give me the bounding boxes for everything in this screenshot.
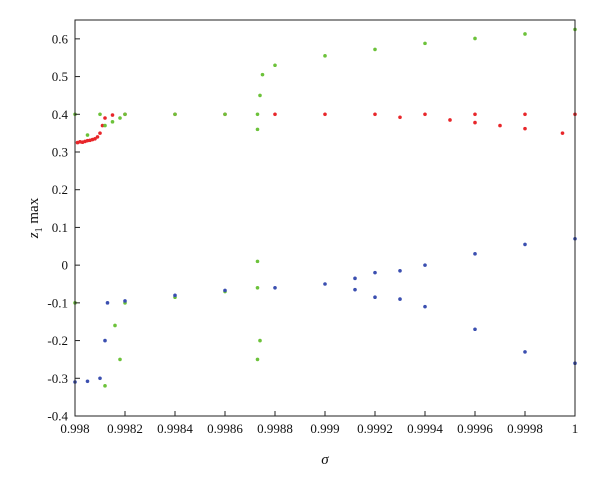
data-point — [223, 112, 227, 117]
data-point — [123, 112, 127, 117]
data-point — [105, 301, 110, 305]
x-tick-label: 0.9992 — [357, 421, 393, 436]
x-tick-label: 0.9982 — [107, 421, 143, 436]
data-point — [323, 282, 327, 286]
y-tick-label: 0 — [62, 258, 69, 273]
data-point — [423, 41, 427, 46]
data-point — [273, 112, 277, 117]
data-point — [523, 112, 527, 117]
data-point — [98, 131, 102, 135]
data-point — [173, 293, 177, 298]
data-point — [110, 113, 115, 117]
x-tick-label: 0.9986 — [207, 421, 243, 436]
y-tick-label: 0.5 — [52, 69, 68, 84]
x-tick-label: 0.9998 — [507, 421, 543, 436]
data-point — [118, 116, 122, 120]
data-point — [398, 115, 402, 120]
y-axis-suffix: max — [26, 197, 42, 227]
y-tick-label: 0.4 — [52, 107, 69, 122]
data-point — [255, 127, 260, 132]
series-layer — [73, 27, 577, 388]
data-point — [98, 376, 102, 381]
data-point — [85, 379, 90, 384]
data-point — [255, 259, 260, 264]
data-point — [353, 287, 357, 292]
data-point — [103, 384, 107, 388]
data-point — [423, 263, 427, 267]
data-point — [85, 133, 90, 137]
data-point — [95, 135, 100, 139]
data-point — [110, 120, 115, 124]
x-tick-label: 1 — [572, 421, 579, 436]
data-point — [373, 295, 377, 300]
data-point — [423, 304, 427, 309]
x-tick-label: 0.9988 — [257, 421, 293, 436]
x-tick-label: 0.998 — [60, 421, 89, 436]
x-tick-label: 0.9994 — [407, 421, 443, 436]
y-axis-variable: z — [26, 232, 42, 239]
data-point — [258, 338, 262, 343]
x-tick-label: 0.9996 — [457, 421, 493, 436]
data-point — [173, 112, 177, 117]
data-point — [560, 131, 565, 135]
plot-frame — [74, 19, 576, 417]
series-1 — [73, 27, 577, 388]
axes-layer — [74, 19, 576, 417]
data-point — [123, 299, 127, 303]
data-point — [98, 112, 102, 117]
data-point — [473, 120, 477, 125]
data-point — [255, 357, 260, 362]
y-axis-title: z1 max — [26, 197, 45, 239]
y-tick-label: 0.6 — [52, 31, 69, 46]
data-point — [103, 123, 107, 128]
data-point — [473, 252, 477, 256]
data-point — [103, 338, 107, 343]
series-2 — [73, 236, 577, 384]
data-point — [473, 36, 477, 41]
data-point — [260, 72, 265, 77]
data-point — [100, 123, 105, 128]
x-tick-label: 0.9984 — [157, 421, 193, 436]
data-point — [113, 323, 117, 328]
data-point — [398, 269, 402, 273]
data-point — [473, 327, 477, 332]
y-tick-label: 0.3 — [52, 145, 68, 160]
y-tick-label: -0.4 — [47, 409, 68, 424]
y-tick-label: -0.2 — [47, 333, 68, 348]
data-point — [118, 357, 122, 362]
data-point — [323, 112, 327, 117]
y-tick-label: -0.3 — [47, 371, 68, 386]
data-point — [448, 118, 452, 122]
data-point — [273, 63, 277, 68]
data-point — [258, 93, 262, 98]
y-axis-subscript: 1 — [34, 227, 45, 232]
x-axis-title: σ — [321, 452, 329, 468]
data-point — [523, 126, 527, 131]
y-tick-label: 0.1 — [52, 220, 68, 235]
data-point — [255, 112, 260, 117]
data-point — [523, 350, 527, 354]
data-point — [373, 47, 377, 52]
data-point — [273, 285, 277, 290]
data-point — [423, 112, 427, 117]
data-point — [323, 54, 327, 58]
data-point — [353, 276, 357, 281]
data-point — [398, 297, 402, 301]
data-point — [255, 285, 260, 290]
ticks-layer: 0.998 0.9982 0.9984 0.9986 0.9988 0.999 0.9992… — [47, 31, 578, 436]
data-point — [473, 112, 477, 117]
data-point — [373, 270, 377, 275]
data-point — [93, 137, 97, 141]
data-point — [523, 242, 527, 247]
data-point — [498, 123, 502, 128]
y-tick-label: 0.2 — [52, 182, 68, 197]
data-point — [523, 32, 527, 36]
series-0 — [75, 112, 577, 145]
data-point — [103, 116, 107, 120]
data-point — [373, 112, 377, 117]
y-tick-label: -0.1 — [47, 295, 68, 310]
data-point — [223, 288, 227, 293]
x-tick-label: 0.999 — [310, 421, 339, 436]
